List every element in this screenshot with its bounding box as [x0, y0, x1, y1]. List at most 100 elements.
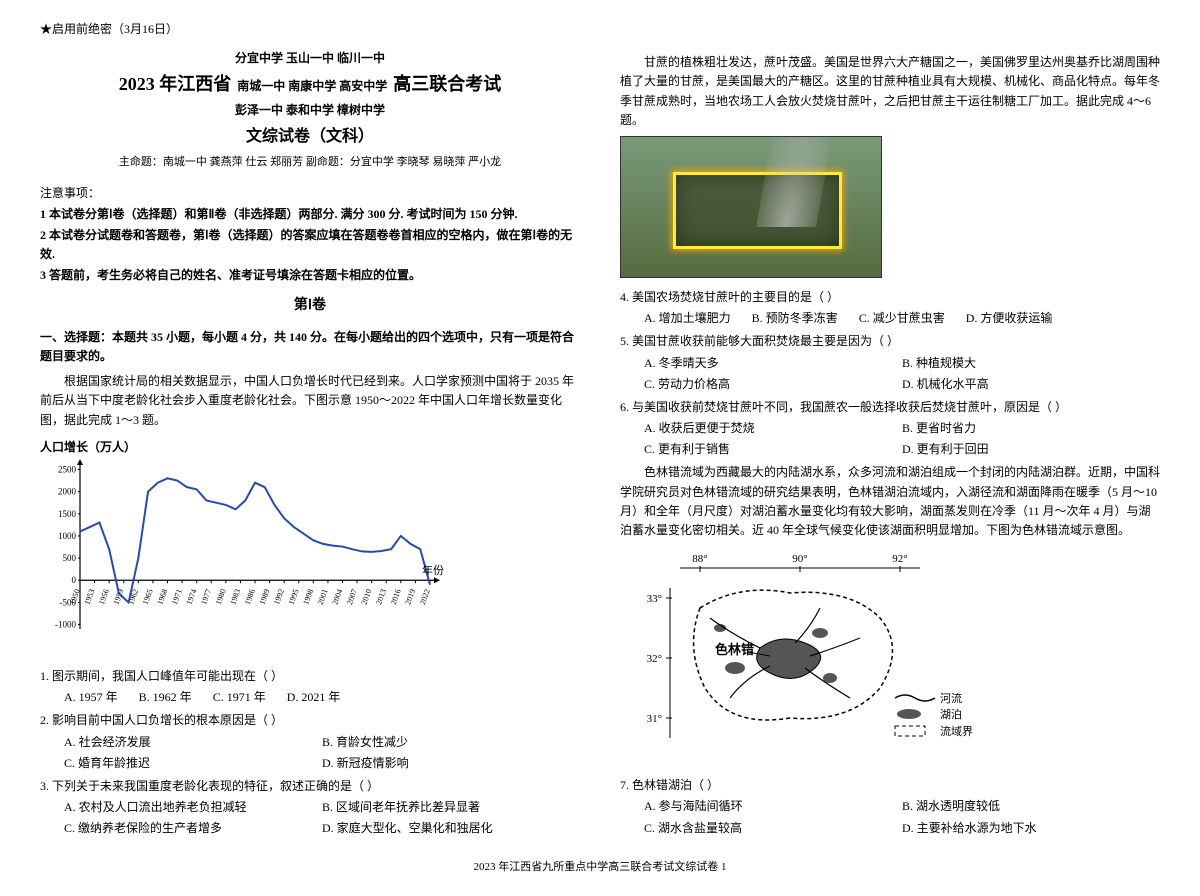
svg-text:0: 0	[72, 575, 77, 585]
svg-text:2500: 2500	[58, 464, 77, 474]
chart-title: 人口增长（万人）	[40, 438, 580, 457]
question-3: 3. 下列关于未来我国重度老龄化表现的特征，叙述正确的是（ ）	[40, 777, 580, 796]
subject-title: 文综试卷（文科）	[40, 124, 580, 150]
option: A. 1957 年	[64, 688, 118, 707]
svg-text:1986: 1986	[243, 588, 257, 606]
svg-text:1995: 1995	[287, 588, 301, 606]
option: A. 增加土壤肥力	[644, 309, 731, 328]
option: C. 更有利于销售	[644, 440, 902, 459]
note-item: 3 答题前，考生务必将自己的姓名、准考证号填涂在答题卡相应的位置。	[40, 266, 580, 285]
question-1: 1. 图示期间，我国人口峰值年可能出现在（ ）	[40, 667, 580, 686]
svg-text:92°: 92°	[892, 553, 907, 565]
question-2-options: A. 社会经济发展 B. 育龄女性减少 C. 婚育年龄推迟 D. 新冠疫情影响	[64, 733, 580, 773]
section-1-instructions: 一、选择题：本题共 35 小题，每小题 4 分，共 140 分。在每小题给出的四…	[40, 328, 580, 366]
svg-text:1977: 1977	[199, 588, 213, 606]
passage-3: 色林错流域为西藏最大的内陆湖水系，众多河流和湖泊组成一个封闭的内陆湖泊群。近期，…	[620, 463, 1160, 540]
svg-text:1971: 1971	[170, 588, 184, 606]
note-item: 1 本试卷分第Ⅰ卷（选择题）和第Ⅱ卷（非选择题）两部分. 满分 300 分. 考…	[40, 205, 580, 224]
svg-text:1968: 1968	[155, 588, 169, 606]
question-1-options: A. 1957 年 B. 1962 年 C. 1971 年 D. 2021 年	[64, 688, 580, 707]
svg-text:-1000: -1000	[55, 620, 76, 630]
option: C. 1971 年	[213, 688, 266, 707]
svg-text:年份: 年份	[422, 563, 444, 577]
svg-text:2019: 2019	[403, 588, 417, 606]
svg-text:2016: 2016	[389, 588, 403, 606]
option: D. 方便收获运输	[966, 309, 1053, 328]
option: B. 湖水透明度较低	[902, 797, 1160, 816]
question-7-options: A. 参与海陆间循环 B. 湖水透明度较低 C. 湖水含盐量较高 D. 主要补给…	[644, 797, 1160, 837]
svg-text:2001: 2001	[316, 588, 330, 606]
svg-text:31°: 31°	[647, 713, 662, 725]
svg-text:1965: 1965	[141, 588, 155, 606]
svg-text:1992: 1992	[272, 588, 286, 606]
svg-text:1974: 1974	[185, 588, 199, 606]
passage-2: 甘蔗的植株粗壮发达，蔗叶茂盛。美国是世界六大产糖国之一，美国佛罗里达州奥基乔比湖…	[620, 53, 1160, 130]
question-4: 4. 美国农场焚烧甘蔗叶的主要目的是（ ）	[620, 288, 1160, 307]
option: B. 预防冬季冻害	[752, 309, 838, 328]
page-footer: 2023 年江西省九所重点中学高三联合考试文综试卷 1	[40, 859, 1160, 877]
svg-text:90°: 90°	[792, 553, 807, 565]
svg-text:1953: 1953	[83, 588, 97, 606]
title-year: 2023 年江西省	[119, 70, 232, 99]
option: A. 收获后更便于焚烧	[644, 419, 902, 438]
option: A. 农村及人口流出地养老负担减轻	[64, 798, 322, 817]
option: D. 2021 年	[287, 688, 341, 707]
svg-text:1000: 1000	[58, 531, 77, 541]
option: C. 婚育年龄推迟	[64, 754, 322, 773]
schools-row-bottom: 彭泽一中 泰和中学 樟树中学	[40, 101, 580, 120]
question-3-options: A. 农村及人口流出地养老负担减轻 B. 区域间老年抚养比差异显著 C. 缴纳养…	[64, 798, 580, 838]
option: B. 种植规模大	[902, 354, 1160, 373]
svg-text:500: 500	[63, 553, 77, 563]
page-columns: 分宜中学 玉山一中 临川一中 2023 年江西省 南城一中 南康中学 高安中学 …	[40, 49, 1160, 838]
svg-text:88°: 88°	[692, 553, 707, 565]
option: D. 新冠疫情影响	[322, 754, 580, 773]
svg-text:湖泊: 湖泊	[940, 708, 962, 721]
population-chart: 人口增长（万人） -1000-5000500100015002000250019…	[40, 438, 580, 659]
schools-row-top: 分宜中学 玉山一中 临川一中	[40, 49, 580, 68]
title-suffix: 高三联合考试	[393, 70, 501, 99]
option: C. 缴纳养老保险的生产者增多	[64, 819, 322, 838]
option: A. 参与海陆间循环	[644, 797, 902, 816]
svg-text:1983: 1983	[228, 588, 242, 606]
svg-text:2022: 2022	[418, 588, 432, 606]
svg-text:1980: 1980	[214, 588, 228, 606]
map-svg: 88° 90° 92° 33° 32° 31° 色林错河流湖泊流域界	[620, 548, 980, 768]
authors-line: 主命题：南城一中 龚燕萍 仕云 郑丽芳 副命题：分宜中学 李晓琴 易晓萍 严小龙	[40, 154, 580, 172]
option: A. 社会经济发展	[64, 733, 322, 752]
svg-text:2007: 2007	[345, 588, 359, 606]
confidential-note: ★启用前绝密（3月16日）	[40, 20, 1160, 39]
question-5-options: A. 冬季晴天多 B. 种植规模大 C. 劳动力价格高 D. 机械化水平高	[644, 354, 1160, 394]
title-schools-mid: 南城一中 南康中学 高安中学	[237, 77, 387, 96]
option: D. 更有利于回田	[902, 440, 1160, 459]
option: B. 1962 年	[139, 688, 192, 707]
svg-text:32°: 32°	[647, 653, 662, 665]
svg-text:2010: 2010	[360, 588, 374, 606]
question-4-options: A. 增加土壤肥力 B. 预防冬季冻害 C. 减少甘蔗虫害 D. 方便收获运输	[644, 309, 1160, 328]
option: D. 机械化水平高	[902, 375, 1160, 394]
sugarcane-fire-image	[620, 136, 882, 278]
notes-heading: 注意事项：	[40, 184, 580, 203]
option: B. 更省时省力	[902, 419, 1160, 438]
question-7: 7. 色林错湖泊（ ）	[620, 776, 1160, 795]
left-column: 分宜中学 玉山一中 临川一中 2023 年江西省 南城一中 南康中学 高安中学 …	[40, 49, 580, 838]
option: C. 湖水含盐量较高	[644, 819, 902, 838]
svg-text:2013: 2013	[374, 588, 388, 606]
question-6: 6. 与美国收获前焚烧甘蔗叶不同，我国蔗农一般选择收获后焚烧甘蔗叶，原因是（ ）	[620, 398, 1160, 417]
svg-text:1989: 1989	[258, 588, 272, 606]
svg-text:流域界: 流域界	[940, 724, 973, 738]
question-2: 2. 影响目前中国人口负增长的根本原因是（ ）	[40, 711, 580, 730]
svg-text:河流: 河流	[940, 691, 962, 705]
passage-1: 根据国家统计局的相关数据显示，中国人口负增长时代已经到来。人口学家预测中国将于 …	[40, 372, 580, 430]
option: C. 劳动力价格高	[644, 375, 902, 394]
right-column: 甘蔗的植株粗壮发达，蔗叶茂盛。美国是世界六大产糖国之一，美国佛罗里达州奥基乔比湖…	[620, 49, 1160, 838]
svg-text:33°: 33°	[647, 593, 662, 605]
question-6-options: A. 收获后更便于焚烧 B. 更省时省力 C. 更有利于销售 D. 更有利于回田	[644, 419, 1160, 459]
option: C. 减少甘蔗虫害	[859, 309, 945, 328]
section-1-heading: 第Ⅰ卷	[40, 295, 580, 317]
option: D. 主要补给水源为地下水	[902, 819, 1160, 838]
svg-text:色林错: 色林错	[715, 642, 754, 657]
note-item: 2 本试卷分试题卷和答题卷，第Ⅰ卷（选择题）的答案应填在答题卷卷首相应的空格内，…	[40, 226, 580, 264]
svg-text:2000: 2000	[58, 487, 77, 497]
exam-header: 分宜中学 玉山一中 临川一中 2023 年江西省 南城一中 南康中学 高安中学 …	[40, 49, 580, 171]
notes-block: 1 本试卷分第Ⅰ卷（选择题）和第Ⅱ卷（非选择题）两部分. 满分 300 分. 考…	[40, 205, 580, 286]
